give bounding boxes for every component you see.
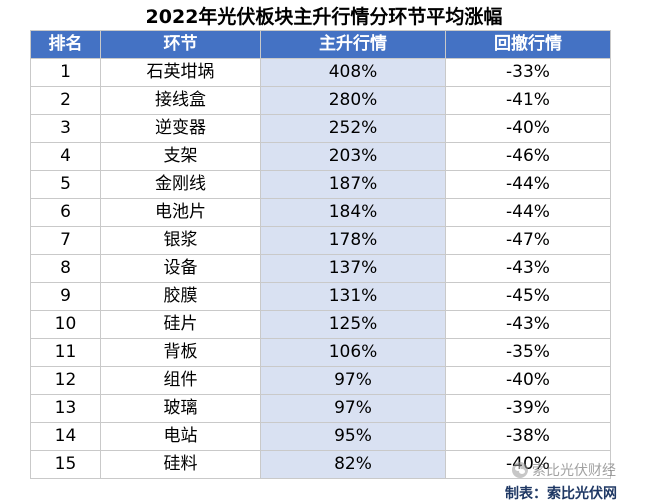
- cell-main-rally: 82%: [260, 450, 446, 479]
- cell-rank: 12: [30, 366, 101, 395]
- cell-rank: 8: [30, 254, 101, 283]
- header-row: 排名 环节 主升行情 回撤行情: [30, 30, 611, 59]
- cell-pullback: -40%: [445, 450, 611, 479]
- table-title: 2022年光伏板块主升行情分环节平均涨幅: [145, 6, 503, 28]
- wechat-icon: [512, 462, 528, 478]
- cell-main-rally: 408%: [260, 58, 446, 87]
- cell-main-rally: 280%: [260, 86, 446, 115]
- table-row: 4 支架 203% -46%: [30, 142, 611, 171]
- cell-segment: 设备: [100, 254, 261, 283]
- cell-segment: 逆变器: [100, 114, 261, 143]
- cell-segment: 电池片: [100, 198, 261, 227]
- table-row: 7 银浆 178% -47%: [30, 226, 611, 255]
- table-body: 1 石英坩埚 408% -33% 2 接线盒 280% -41% 3 逆变器 252% -40% 4 支架…: [30, 58, 611, 479]
- cell-segment: 银浆: [100, 226, 261, 255]
- cell-main-rally: 187%: [260, 170, 446, 199]
- cell-main-rally: 95%: [260, 422, 446, 451]
- cell-pullback: -44%: [445, 170, 611, 199]
- cell-main-rally: 97%: [260, 366, 446, 395]
- cell-pullback: -40%: [445, 366, 611, 395]
- cell-pullback: -39%: [445, 394, 611, 423]
- cell-pullback: -41%: [445, 86, 611, 115]
- watermark-text: 索比光伏财经: [532, 463, 616, 479]
- table-row: 10 硅片 125% -43%: [30, 310, 611, 339]
- cell-rank: 1: [30, 58, 101, 87]
- table-row: 6 电池片 184% -44%: [30, 198, 611, 227]
- cell-pullback: -44%: [445, 198, 611, 227]
- cell-pullback: -43%: [445, 310, 611, 339]
- cell-segment: 组件: [100, 366, 261, 395]
- table-header: 排名 环节 主升行情 回撤行情: [30, 30, 611, 59]
- table-row: 3 逆变器 252% -40%: [30, 114, 611, 143]
- cell-rank: 11: [30, 338, 101, 367]
- cell-main-rally: 178%: [260, 226, 446, 255]
- cell-rank: 9: [30, 282, 101, 311]
- table-row: 9 胶膜 131% -45%: [30, 282, 611, 311]
- cell-rank: 10: [30, 310, 101, 339]
- cell-rank: 5: [30, 170, 101, 199]
- cell-segment: 支架: [100, 142, 261, 171]
- table-row: 15 硅料 82% -40%: [30, 450, 611, 479]
- cell-rank: 6: [30, 198, 101, 227]
- table-row: 1 石英坩埚 408% -33%: [30, 58, 611, 87]
- cell-segment: 胶膜: [100, 282, 261, 311]
- cell-segment: 金刚线: [100, 170, 261, 199]
- cell-pullback: -43%: [445, 254, 611, 283]
- cell-pullback: -47%: [445, 226, 611, 255]
- cell-rank: 14: [30, 422, 101, 451]
- cell-main-rally: 97%: [260, 394, 446, 423]
- cell-main-rally: 137%: [260, 254, 446, 283]
- table-row: 12 组件 97% -40%: [30, 366, 611, 395]
- header-pullback: 回撤行情: [445, 30, 611, 59]
- table-row: 8 设备 137% -43%: [30, 254, 611, 283]
- table-row: 11 背板 106% -35%: [30, 338, 611, 367]
- cell-rank: 4: [30, 142, 101, 171]
- cell-pullback: -35%: [445, 338, 611, 367]
- cell-main-rally: 252%: [260, 114, 446, 143]
- cell-main-rally: 203%: [260, 142, 446, 171]
- cell-pullback: -38%: [445, 422, 611, 451]
- table-row: 2 接线盒 280% -41%: [30, 86, 611, 115]
- cell-segment: 电站: [100, 422, 261, 451]
- cell-rank: 7: [30, 226, 101, 255]
- table-row: 5 金刚线 187% -44%: [30, 170, 611, 199]
- cell-rank: 15: [30, 450, 101, 479]
- cell-segment: 硅片: [100, 310, 261, 339]
- cell-segment: 接线盒: [100, 86, 261, 115]
- cell-rank: 2: [30, 86, 101, 115]
- cell-main-rally: 184%: [260, 198, 446, 227]
- table-row: 14 电站 95% -38%: [30, 422, 611, 451]
- cell-pullback: -40%: [445, 114, 611, 143]
- cell-main-rally: 131%: [260, 282, 446, 311]
- header-main-rally: 主升行情: [260, 30, 446, 59]
- cell-segment: 石英坩埚: [100, 58, 261, 87]
- cell-pullback: -33%: [445, 58, 611, 87]
- data-table: 排名 环节 主升行情 回撤行情 1 石英坩埚 408% -33% 2 接线盒 280% -41…: [30, 30, 611, 479]
- watermark: 索比光伏财经: [512, 460, 616, 480]
- cell-pullback: -46%: [445, 142, 611, 171]
- cell-rank: 3: [30, 114, 101, 143]
- cell-rank: 13: [30, 394, 101, 423]
- cell-segment: 背板: [100, 338, 261, 367]
- cell-segment: 玻璃: [100, 394, 261, 423]
- cell-pullback: -45%: [445, 282, 611, 311]
- table-row: 13 玻璃 97% -39%: [30, 394, 611, 423]
- cell-segment: 硅料: [100, 450, 261, 479]
- cell-main-rally: 106%: [260, 338, 446, 367]
- header-rank: 排名: [30, 30, 101, 59]
- header-segment: 环节: [100, 30, 261, 59]
- source-note: 制表：索比光伏网: [505, 486, 617, 502]
- cell-main-rally: 125%: [260, 310, 446, 339]
